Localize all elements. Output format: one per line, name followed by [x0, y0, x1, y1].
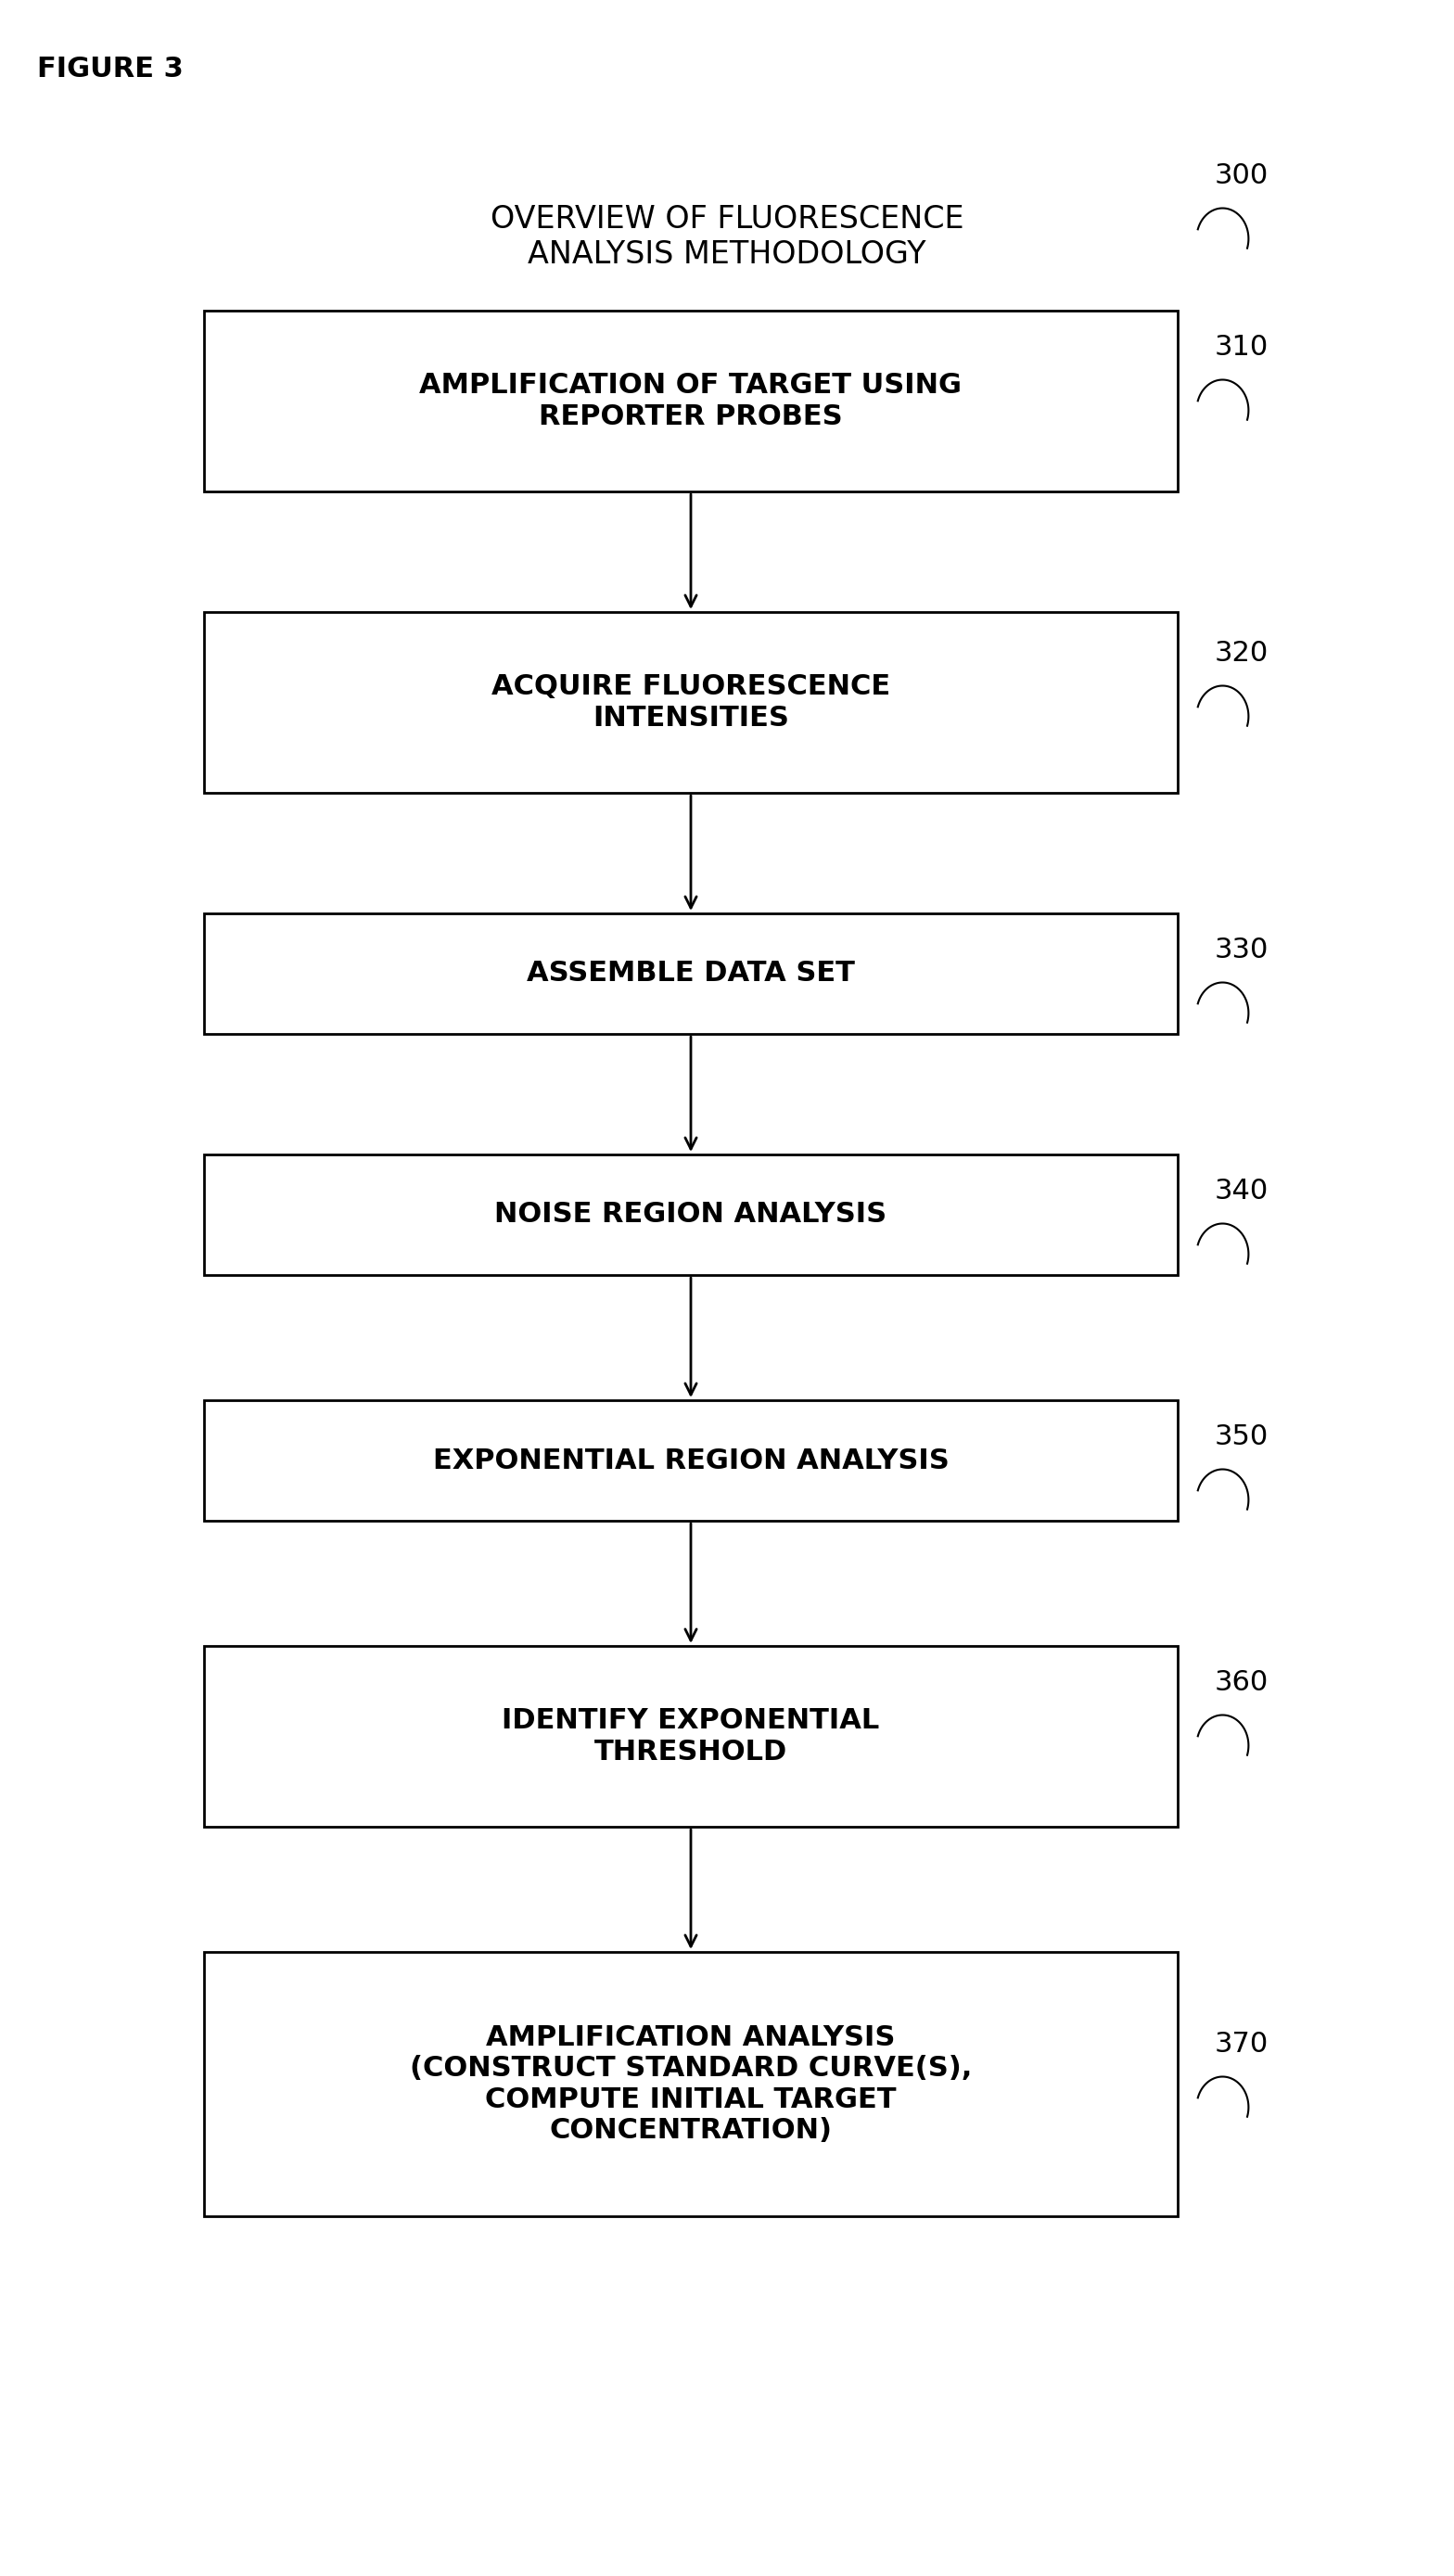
Text: NOISE REGION ANALYSIS: NOISE REGION ANALYSIS [494, 1200, 887, 1229]
Text: 300: 300 [1214, 162, 1269, 188]
Bar [204, 1401, 1178, 1520]
Text: 370: 370 [1214, 2030, 1269, 2058]
Text: 320: 320 [1214, 639, 1269, 667]
Text: ASSEMBLE DATA SET: ASSEMBLE DATA SET [526, 961, 855, 987]
Text: EXPONENTIAL REGION ANALYSIS: EXPONENTIAL REGION ANALYSIS [433, 1448, 949, 1473]
Bar [204, 1953, 1178, 2215]
Text: 360: 360 [1214, 1669, 1269, 1695]
Text: OVERVIEW OF FLUORESCENCE
ANALYSIS METHODOLOGY: OVERVIEW OF FLUORESCENCE ANALYSIS METHOD… [490, 204, 964, 270]
Text: IDENTIFY EXPONENTIAL
THRESHOLD: IDENTIFY EXPONENTIAL THRESHOLD [502, 1708, 880, 1765]
Text: 310: 310 [1214, 335, 1269, 361]
Bar [204, 613, 1178, 793]
Bar [204, 312, 1178, 492]
Bar [204, 1154, 1178, 1275]
Bar [204, 1646, 1178, 1826]
Text: AMPLIFICATION ANALYSIS
(CONSTRUCT STANDARD CURVE(S),
COMPUTE INITIAL TARGET
CONC: AMPLIFICATION ANALYSIS (CONSTRUCT STANDA… [410, 2025, 971, 2143]
Text: 350: 350 [1214, 1425, 1269, 1450]
Text: ACQUIRE FLUORESCENCE
INTENSITIES: ACQUIRE FLUORESCENCE INTENSITIES [491, 672, 890, 732]
Text: FIGURE 3: FIGURE 3 [38, 57, 183, 82]
Text: AMPLIFICATION OF TARGET USING
REPORTER PROBES: AMPLIFICATION OF TARGET USING REPORTER P… [420, 371, 963, 430]
Text: 340: 340 [1214, 1177, 1269, 1206]
Text: 330: 330 [1214, 938, 1269, 963]
Bar [204, 914, 1178, 1033]
